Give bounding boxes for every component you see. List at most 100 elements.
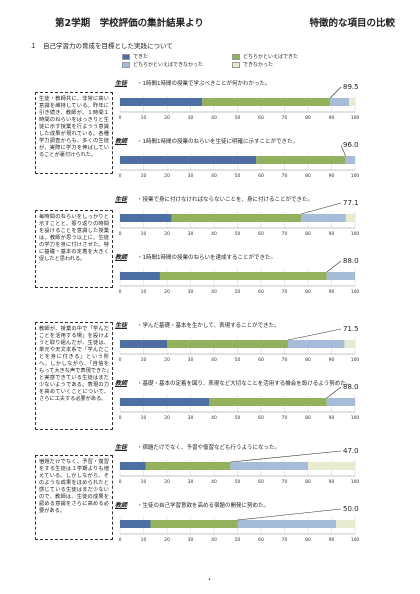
positive-percentage-label: 50.0: [343, 505, 359, 513]
page-title: 第2学期 学校評価の集計結果より: [55, 18, 204, 29]
chart-heading: 生徒 ・学んだ基礎・基本を生かして、表現することができた。: [115, 320, 280, 329]
chart-heading: 生徒 ・1時間1時間の授業で学ぶべきことが何かわかった。: [115, 78, 271, 87]
x-tick-label: 100: [351, 479, 360, 485]
question-label: ・1時間1時間の授業のねらいを生徒に明確に示すことができた。: [137, 138, 299, 145]
x-tick-label: 20: [164, 357, 170, 363]
bar-segment: [120, 398, 210, 406]
x-tick-label: 30: [188, 415, 194, 421]
x-tick-label: 50: [235, 479, 241, 485]
x-tick-label: 40: [211, 289, 217, 295]
comment-box: 宿題だけでなく、予習・復習をする生徒は１学期よりも増えている。しかしながら、その…: [35, 455, 113, 540]
positive-percentage-label: 88.0: [343, 257, 359, 265]
bar-segment: [145, 462, 231, 470]
legend-label: どちらかといえばできた: [243, 54, 299, 60]
x-tick-label: 70: [282, 479, 288, 485]
legend-swatch: [122, 61, 130, 68]
bar-segment: [120, 156, 257, 164]
x-tick-label: 30: [188, 479, 194, 485]
x-tick-label: 90: [329, 115, 335, 121]
x-tick-label: 30: [188, 115, 194, 121]
legend-item: どちらかといえばできた: [232, 53, 298, 60]
x-tick-label: 10: [141, 479, 147, 485]
question-label: ・学んだ基礎・基本を生かして、表現することができた。: [137, 322, 280, 329]
bar-chart: 教師 ・1時間1時間の授業のねらいを生徒に明確に示すことができた。 96.0 0 10 2…: [115, 136, 380, 184]
legend-label: どちらかといえばできなかった: [133, 62, 204, 68]
pointer-line: [326, 260, 342, 273]
bar-segment: [230, 462, 308, 470]
x-tick-label: 0: [119, 173, 122, 179]
bar-segment: [288, 340, 345, 348]
bar-chart: 生徒 ・学んだ基礎・基本を生かして、表現することができた。 71.5 0 10 20 30 4…: [115, 320, 380, 368]
x-tick-label: 70: [282, 357, 288, 363]
bar-chart-svg: 0 10 20 30 40 50 60 70 80 90 100: [119, 202, 360, 237]
pointer-line: [326, 386, 342, 399]
x-tick-label: 10: [141, 357, 147, 363]
question-label: ・基礎・基本の定着を図り、表現など大切なことを活用する機会を設けるよう努めた。: [137, 380, 352, 387]
x-tick-label: 90: [329, 415, 335, 421]
respondent-group-label: 教師: [115, 502, 128, 509]
x-tick-label: 100: [351, 115, 360, 121]
x-tick-label: 10: [141, 115, 147, 121]
x-tick-label: 20: [164, 537, 170, 543]
bar-chart: 生徒 ・宿題だけでなく、予習や復習なども行うようになった。 47.0 0 10 20 30 4…: [115, 442, 380, 490]
bar-chart: 教師 ・1時間1時間の授業のねらいを達成することができた。 88.0 0 10 20 30 4…: [115, 252, 380, 300]
x-tick-label: 60: [258, 289, 264, 295]
x-tick-label: 60: [258, 537, 264, 543]
x-tick-label: 90: [329, 289, 335, 295]
bar-segment: [344, 340, 355, 348]
pointer-line: [237, 508, 342, 521]
legend-item: できた: [122, 53, 148, 60]
pointer-line: [301, 202, 342, 215]
question-label: ・宿題だけでなく、予習や復習なども行うようになった。: [137, 444, 281, 451]
x-tick-label: 0: [119, 289, 122, 295]
bar-segment: [326, 272, 355, 280]
chart-heading: 生徒 ・宿題だけでなく、予習や復習なども行うようになった。: [115, 442, 280, 451]
x-tick-label: 50: [235, 537, 241, 543]
x-tick-label: 100: [351, 415, 360, 421]
bar-chart-svg: 0 10 20 30 40 50 60 70 80 90 100: [119, 328, 360, 363]
chart-heading: 教師 ・1時間1時間の授業のねらいを生徒に明確に示すことができた。: [115, 136, 298, 145]
x-tick-label: 0: [119, 231, 122, 237]
x-tick-label: 50: [235, 231, 241, 237]
chart-heading: 教師 ・生徒の自己学習意欲を高める宿題の開発に努めた。: [115, 500, 269, 509]
bar-segment: [120, 272, 160, 280]
x-tick-label: 90: [329, 173, 335, 179]
x-tick-label: 80: [305, 173, 311, 179]
comment-text: 教師が、授業の中で「学んだことを活用する場」を設けようと取り組んだが、生徒は、単…: [39, 326, 109, 402]
pointer-line: [330, 86, 342, 99]
x-tick-label: 10: [141, 231, 147, 237]
x-tick-label: 70: [282, 173, 288, 179]
x-tick-label: 80: [305, 357, 311, 363]
bar-segment: [237, 520, 337, 528]
legend-swatch: [122, 53, 130, 60]
x-tick-label: 20: [164, 231, 170, 237]
x-tick-label: 40: [211, 173, 217, 179]
x-tick-label: 70: [282, 231, 288, 237]
x-tick-label: 70: [282, 115, 288, 121]
x-tick-label: 0: [119, 537, 122, 543]
x-tick-label: 40: [211, 357, 217, 363]
respondent-group-label: 生徒: [115, 80, 128, 87]
respondent-group-label: 教師: [115, 254, 128, 261]
legend-swatch: [232, 61, 240, 68]
bar-segment: [345, 156, 355, 164]
x-tick-label: 30: [188, 357, 194, 363]
legend-swatch: [232, 53, 240, 60]
bar-segment: [336, 520, 355, 528]
x-tick-label: 60: [258, 415, 264, 421]
x-tick-label: 60: [258, 231, 264, 237]
pointer-line: [340, 144, 346, 157]
respondent-group-label: 教師: [115, 380, 128, 387]
x-tick-label: 100: [351, 231, 360, 237]
bar-segment: [120, 214, 172, 222]
x-tick-label: 100: [351, 357, 360, 363]
comment-text: 生徒・教師共に、非常に高い意識を維持している。昨年に引き続き、教師が、１時間１時…: [39, 96, 109, 158]
x-tick-label: 50: [235, 357, 241, 363]
x-tick-label: 30: [188, 289, 194, 295]
chart-heading: 教師 ・基礎・基本の定着を図り、表現など大切なことを活用する機会を設けるよう努めた…: [115, 378, 351, 387]
bar-chart-svg: 0 10 20 30 40 50 60 70 80 90 100: [119, 86, 360, 121]
bar-segment: [171, 214, 302, 222]
x-tick-label: 80: [305, 537, 311, 543]
comment-box: 毎時間のねらいをしっかりと示すことと、振り返りの時間を設けることを意識した授業は…: [35, 210, 113, 288]
